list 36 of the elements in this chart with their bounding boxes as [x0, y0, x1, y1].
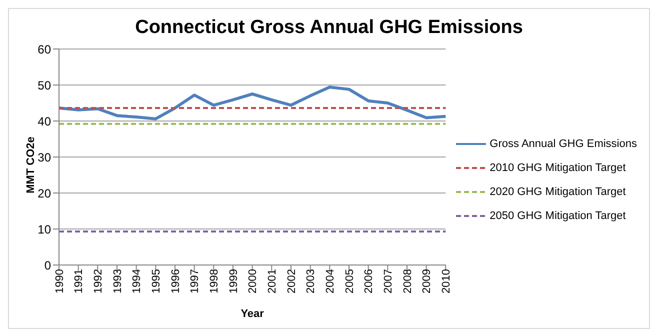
- x-tick-label: 1995: [150, 269, 162, 294]
- y-tick-label: 50: [38, 78, 52, 92]
- x-tick-label: 2004: [324, 269, 336, 294]
- legend-label: 2050 GHG Mitigation Target: [490, 210, 626, 222]
- x-tick-label: 2008: [402, 269, 414, 294]
- x-tick-label: 2009: [421, 269, 434, 294]
- x-tick-label: 2002: [286, 269, 298, 294]
- x-tick-label: 2007: [382, 269, 394, 294]
- y-tick-label: 0: [44, 258, 52, 272]
- y-tick-label: 60: [38, 42, 52, 56]
- x-tick-label: 1993: [112, 269, 124, 294]
- y-tick-label: 10: [38, 222, 52, 236]
- legend-label: 2010 GHG Mitigation Target: [490, 162, 626, 174]
- legend-label: 2020 GHG Mitigation Target: [490, 186, 626, 198]
- x-tick-label: 2010: [440, 269, 452, 294]
- x-tick-label: 1990: [54, 269, 66, 294]
- chart-title: Connecticut Gross Annual GHG Emissions: [134, 17, 524, 39]
- y-tick-label: 40: [38, 114, 52, 128]
- x-axis-title: Year: [240, 308, 265, 320]
- x-tick-label: 2003: [305, 269, 318, 294]
- x-tick-label: 2006: [363, 269, 376, 294]
- x-tick-label: 1996: [170, 269, 182, 294]
- x-tick-label: 1997: [189, 269, 202, 294]
- x-tick-label: 1991: [73, 269, 86, 294]
- y-tick-label: 30: [38, 150, 52, 164]
- x-tick-label: 1998: [208, 269, 220, 294]
- legend-label: Gross Annual GHG Emissions: [490, 138, 637, 150]
- line-series: [58, 86, 448, 120]
- x-tick-label: 2000: [247, 269, 260, 294]
- y-axis-title: MMT CO2e: [25, 136, 37, 195]
- x-tick-label: 1999: [228, 269, 240, 294]
- y-tick-label: 20: [38, 186, 52, 200]
- x-tick-label: 2001: [266, 269, 278, 294]
- x-tick-label: 2005: [344, 269, 356, 294]
- x-tick-label: 1992: [92, 269, 104, 294]
- x-tick-label: 1994: [131, 269, 144, 294]
